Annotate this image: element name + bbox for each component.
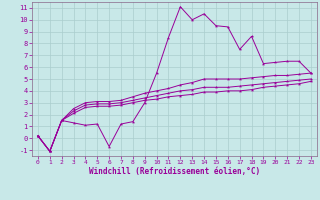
X-axis label: Windchill (Refroidissement éolien,°C): Windchill (Refroidissement éolien,°C)	[89, 167, 260, 176]
